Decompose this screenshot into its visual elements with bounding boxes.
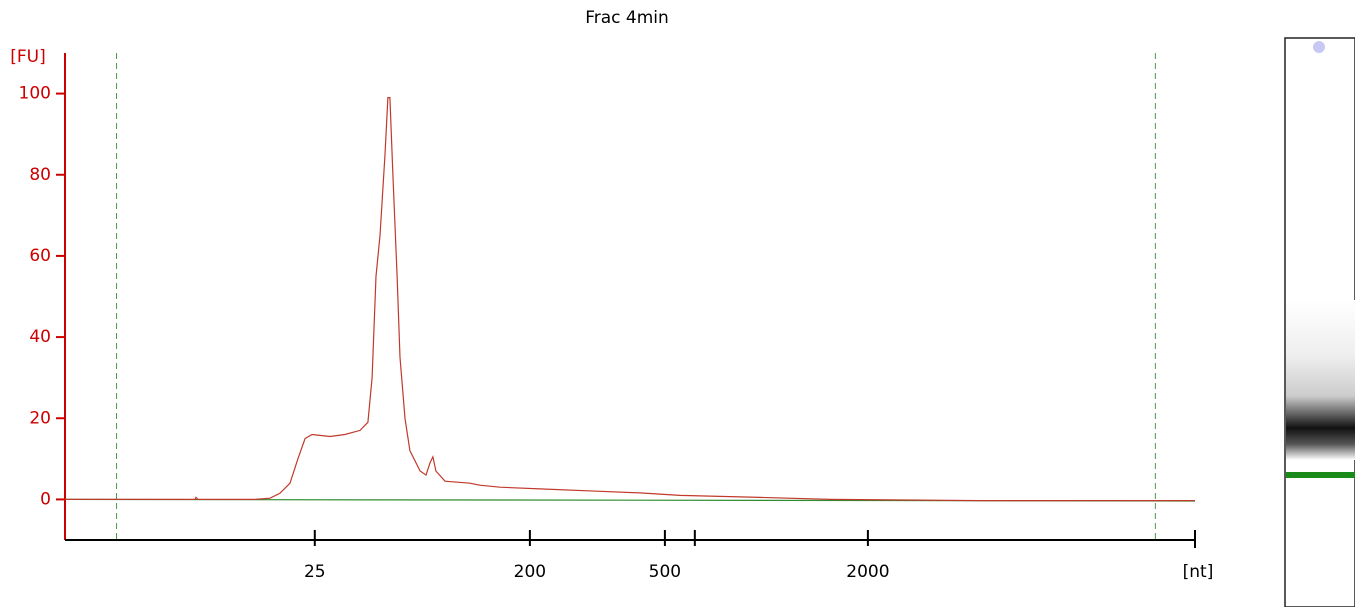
y-tick-label: 60 xyxy=(29,246,51,266)
y-tick-label: 40 xyxy=(29,327,51,347)
y-tick-label: 20 xyxy=(29,408,51,428)
y-tick-label: 80 xyxy=(29,165,51,185)
y-tick-label: 100 xyxy=(19,84,51,104)
y-tick-label: 0 xyxy=(40,489,51,509)
data-line xyxy=(65,97,1195,502)
gel-lane xyxy=(1284,37,1355,607)
x-tick-label: 25 xyxy=(304,562,326,582)
chart-title: Frac 4min xyxy=(585,8,669,28)
x-tick-label: 500 xyxy=(649,562,681,582)
x-tick-label: 200 xyxy=(514,562,546,582)
x-axis-label: [nt] xyxy=(1183,562,1214,582)
x-tick-label: 2000 xyxy=(846,562,889,582)
y-axis-label: [FU] xyxy=(10,47,46,67)
